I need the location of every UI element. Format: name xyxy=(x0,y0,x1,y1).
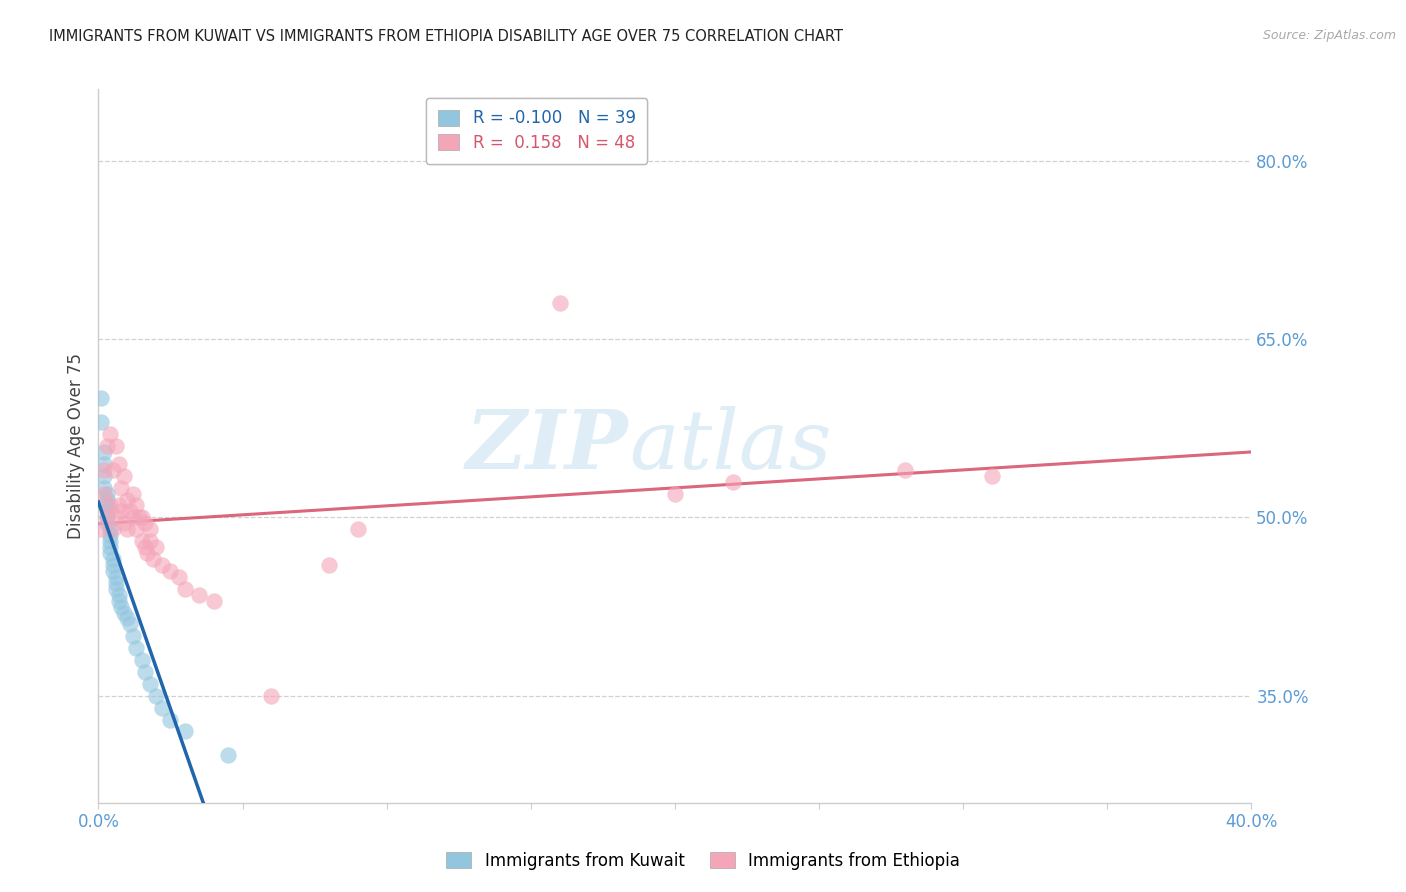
Point xyxy=(98,528,121,542)
Point xyxy=(107,588,129,602)
Point xyxy=(96,499,118,513)
Point xyxy=(117,492,138,507)
Point xyxy=(96,516,118,531)
Point xyxy=(134,540,156,554)
Point xyxy=(112,516,135,531)
Point xyxy=(894,463,917,477)
Point xyxy=(120,617,142,632)
Point xyxy=(159,713,181,727)
Point xyxy=(93,445,115,459)
Point xyxy=(134,516,156,531)
Point xyxy=(90,415,112,429)
Point xyxy=(112,606,135,620)
Point xyxy=(122,510,145,524)
Point xyxy=(125,522,148,536)
Point xyxy=(110,481,132,495)
Point xyxy=(112,468,135,483)
Point xyxy=(136,546,159,560)
Point xyxy=(110,504,132,518)
Point xyxy=(96,504,118,518)
Point xyxy=(107,499,129,513)
Text: IMMIGRANTS FROM KUWAIT VS IMMIGRANTS FROM ETHIOPIA DISABILITY AGE OVER 75 CORREL: IMMIGRANTS FROM KUWAIT VS IMMIGRANTS FRO… xyxy=(49,29,844,44)
Point xyxy=(93,463,115,477)
Point xyxy=(548,296,571,310)
Point xyxy=(93,481,115,495)
Legend: R = -0.100   N = 39, R =  0.158   N = 48: R = -0.100 N = 39, R = 0.158 N = 48 xyxy=(426,97,647,163)
Point xyxy=(98,534,121,549)
Point xyxy=(93,457,115,471)
Point xyxy=(139,522,162,536)
Point xyxy=(174,582,197,596)
Point xyxy=(96,492,118,507)
Point xyxy=(120,504,142,518)
Point xyxy=(159,564,181,578)
Point xyxy=(98,522,121,536)
Point xyxy=(131,510,153,524)
Point xyxy=(104,570,127,584)
Point xyxy=(98,546,121,560)
Point xyxy=(101,552,124,566)
Point xyxy=(664,486,686,500)
Point xyxy=(217,748,239,763)
Point xyxy=(107,593,129,607)
Point xyxy=(98,499,121,513)
Point xyxy=(101,522,124,536)
Point xyxy=(117,611,138,625)
Point xyxy=(104,582,127,596)
Point xyxy=(145,689,167,703)
Point xyxy=(117,522,138,536)
Point xyxy=(101,564,124,578)
Point xyxy=(142,552,165,566)
Y-axis label: Disability Age Over 75: Disability Age Over 75 xyxy=(66,353,84,539)
Point xyxy=(104,510,127,524)
Point xyxy=(96,510,118,524)
Point xyxy=(131,653,153,667)
Point xyxy=(131,534,153,549)
Legend: Immigrants from Kuwait, Immigrants from Ethiopia: Immigrants from Kuwait, Immigrants from … xyxy=(440,846,966,877)
Point xyxy=(96,510,118,524)
Point xyxy=(260,689,283,703)
Point xyxy=(101,558,124,572)
Point xyxy=(122,629,145,643)
Point xyxy=(150,558,173,572)
Point xyxy=(104,439,127,453)
Point xyxy=(101,463,124,477)
Point xyxy=(721,475,744,489)
Point xyxy=(122,486,145,500)
Point xyxy=(145,540,167,554)
Point xyxy=(93,468,115,483)
Point xyxy=(104,575,127,590)
Point xyxy=(90,522,112,536)
Point xyxy=(150,700,173,714)
Point xyxy=(90,392,112,406)
Point xyxy=(125,499,148,513)
Point xyxy=(125,641,148,656)
Point xyxy=(107,457,129,471)
Point xyxy=(93,486,115,500)
Text: atlas: atlas xyxy=(628,406,831,486)
Point xyxy=(110,599,132,614)
Point xyxy=(139,677,162,691)
Point xyxy=(981,468,1004,483)
Point xyxy=(128,510,150,524)
Point xyxy=(318,558,340,572)
Point xyxy=(346,522,368,536)
Point xyxy=(96,439,118,453)
Point xyxy=(202,593,225,607)
Text: Source: ZipAtlas.com: Source: ZipAtlas.com xyxy=(1263,29,1396,42)
Point xyxy=(188,588,211,602)
Point xyxy=(134,665,156,679)
Point xyxy=(139,534,162,549)
Point xyxy=(98,427,121,442)
Point xyxy=(174,724,197,739)
Point xyxy=(167,570,190,584)
Text: ZIP: ZIP xyxy=(467,406,628,486)
Point xyxy=(96,486,118,500)
Point xyxy=(98,540,121,554)
